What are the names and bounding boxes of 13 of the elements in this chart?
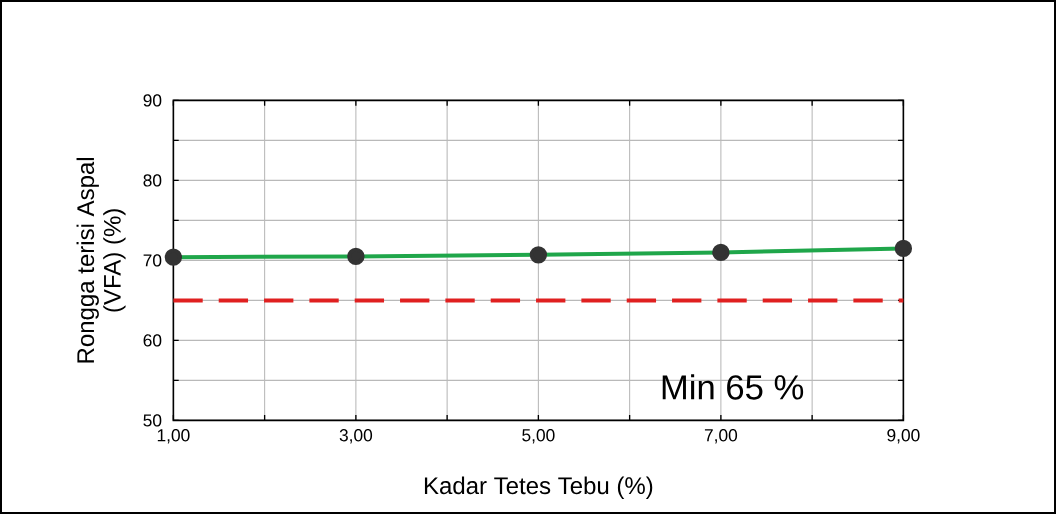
x-tick-label: 1,00 [157,429,190,444]
y-tick-label: 90 [143,94,162,107]
y-tick-label: 80 [143,174,162,187]
x-tick-label: 3,00 [339,429,373,444]
y-tick-label: 50 [143,414,162,427]
x-tick-label: 5,00 [522,429,555,444]
ref-line-label: Min 65 % [662,374,804,400]
x-tick-label: 7,00 [704,429,738,444]
x-tick-label: 9,00 [887,429,920,444]
y-axis-title: Rongga terisi Aspal (VFA) (%) [76,158,126,363]
y-tick-label: 70 [143,254,162,267]
y-tick-label: 60 [143,334,162,347]
x-axis-title: Kadar Tetes Tebu (%) [424,476,653,499]
